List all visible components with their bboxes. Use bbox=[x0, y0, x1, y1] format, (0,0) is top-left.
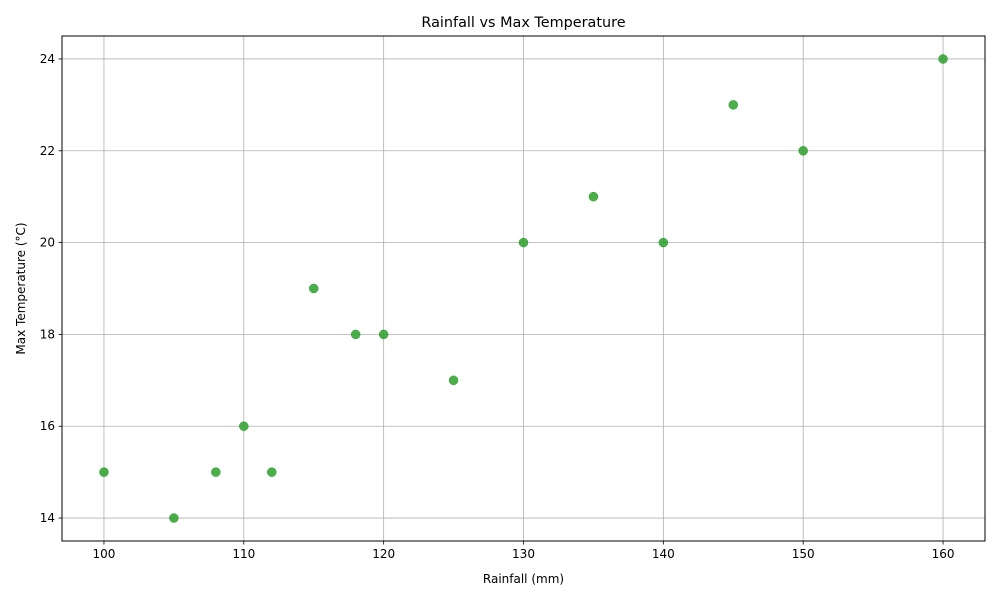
y-tick-label: 14 bbox=[40, 511, 55, 525]
y-tick-label: 20 bbox=[40, 236, 55, 250]
y-tick-label: 22 bbox=[40, 144, 55, 158]
data-point bbox=[350, 329, 361, 340]
data-point bbox=[211, 467, 221, 477]
x-axis-ticks: 100 110 120 130 140 150 160 bbox=[93, 541, 955, 561]
grid-lines bbox=[62, 36, 985, 541]
data-point bbox=[448, 375, 459, 386]
x-tick-label: 140 bbox=[652, 547, 675, 561]
chart-title: Rainfall vs Max Temperature bbox=[421, 15, 625, 31]
y-tick-label: 18 bbox=[40, 327, 55, 341]
data-point bbox=[267, 467, 277, 477]
x-tick-label: 110 bbox=[232, 547, 255, 561]
data-point bbox=[588, 191, 599, 202]
x-tick-label: 160 bbox=[932, 547, 955, 561]
data-point bbox=[798, 146, 808, 156]
x-tick-label: 100 bbox=[93, 547, 116, 561]
y-tick-label: 16 bbox=[40, 419, 55, 433]
x-tick-label: 150 bbox=[792, 547, 815, 561]
data-point bbox=[169, 513, 179, 523]
data-points bbox=[99, 54, 948, 523]
x-tick-label: 130 bbox=[512, 547, 535, 561]
data-point bbox=[728, 100, 739, 110]
data-point bbox=[518, 237, 529, 248]
y-axis-label: Max Temperature (°C) bbox=[14, 222, 28, 354]
x-axis-label: Rainfall (mm) bbox=[483, 572, 564, 586]
y-tick-label: 24 bbox=[40, 52, 55, 66]
data-point bbox=[658, 237, 669, 248]
x-tick-label: 120 bbox=[372, 547, 395, 561]
y-axis-ticks: 14 16 18 20 22 24 bbox=[40, 52, 62, 525]
data-point bbox=[938, 54, 948, 64]
data-point bbox=[308, 283, 319, 294]
data-point bbox=[378, 329, 389, 340]
data-point bbox=[239, 421, 249, 431]
data-point bbox=[99, 467, 109, 477]
